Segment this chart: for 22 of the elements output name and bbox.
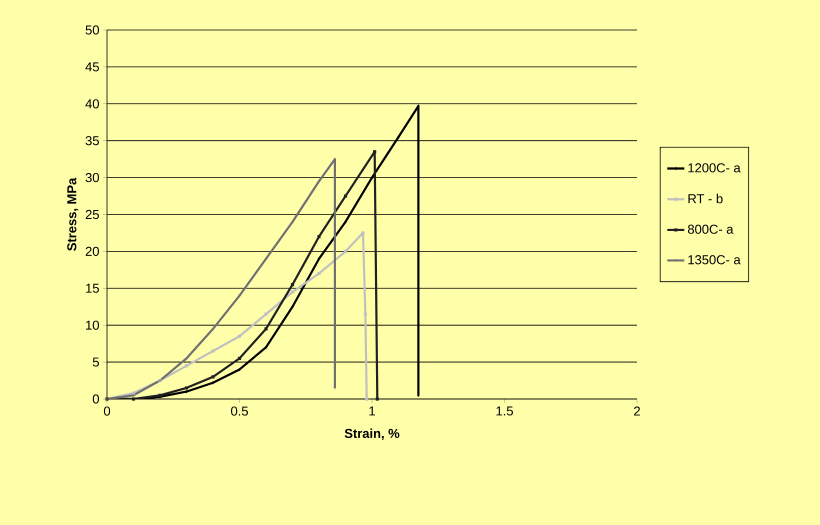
y-tick-label: 35 <box>86 136 99 146</box>
y-tick-label: 45 <box>85 62 99 72</box>
y-tick-label: 20 <box>86 246 99 256</box>
y-tick-label: 50 <box>86 25 99 35</box>
x-tick-label: 0 <box>104 406 110 416</box>
x-tick-label: 1.5 <box>496 406 513 416</box>
y-tick-label: 40 <box>85 99 99 108</box>
y-tick-label: 25 <box>86 210 99 220</box>
y-tick-label: 5 <box>92 358 99 367</box>
y-tick-label: 0 <box>92 394 99 404</box>
x-axis-title: Strain, % <box>344 428 400 440</box>
x-tick-label: 2 <box>634 406 640 416</box>
legend-label: RT - b <box>688 194 723 204</box>
legend-label: 1200C- a <box>688 163 741 172</box>
y-tick-label: 30 <box>86 173 99 182</box>
x-tick-label: 1 <box>369 406 375 416</box>
legend-label: 800C- a <box>688 224 734 234</box>
legend-label: 1350C- a <box>688 255 741 264</box>
y-tick-label: 15 <box>86 284 99 293</box>
y-tick-label: 10 <box>86 320 99 330</box>
y-axis-title: Stress, MPa <box>67 178 78 251</box>
x-tick-label: 0.5 <box>231 406 248 416</box>
